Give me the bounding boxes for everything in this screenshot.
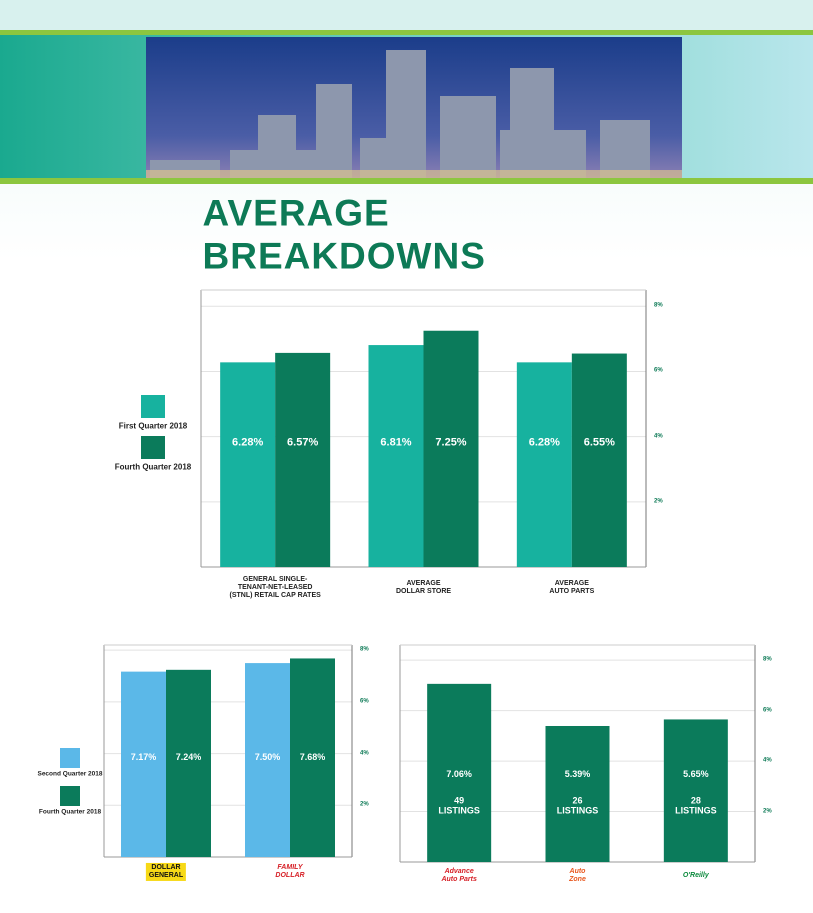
value-label: 7.17% — [130, 751, 157, 762]
value-label: 5.65% — [683, 768, 709, 779]
category-logo: DOLLAR GENERAL — [145, 862, 187, 882]
y-tick-label: 2% — [654, 498, 663, 505]
value-label: 5.39% — [564, 768, 591, 779]
bar — [545, 725, 610, 862]
bar — [423, 330, 479, 567]
value-label: 6.81% — [380, 436, 412, 449]
legend-label: Fourth Quarter 2018 — [114, 462, 192, 472]
legend-label: Second Quarter 2018 — [37, 770, 103, 778]
legend-label: First Quarter 2018 — [118, 421, 188, 431]
legend-swatch — [60, 786, 80, 806]
header-banner — [0, 0, 813, 184]
x-tick-label: GENERAL SINGLE- TENANT-NET-LEASED (STNL)… — [229, 575, 321, 600]
bar — [663, 719, 728, 862]
y-tick-label: 2% — [360, 801, 369, 808]
value-label: 6.28% — [528, 436, 560, 449]
bar — [290, 658, 335, 857]
y-tick-label: 4% — [654, 433, 663, 440]
legend-label: Fourth Quarter 2018 — [38, 808, 102, 816]
y-tick-label: 8% — [654, 302, 663, 309]
x-tick-label: AVERAGE DOLLAR STORE — [395, 579, 452, 595]
value-label: 7.50% — [254, 751, 281, 762]
y-tick-label: 4% — [360, 750, 369, 757]
bar — [245, 663, 290, 857]
bar — [166, 669, 211, 857]
bar — [516, 362, 572, 567]
value-label: 6.55% — [583, 436, 615, 449]
bar-annotation: 28 LISTINGS — [675, 795, 717, 816]
y-tick-label: 8% — [763, 656, 772, 663]
bar — [220, 362, 276, 567]
bar — [121, 671, 166, 857]
category-logo: Auto Zone — [569, 867, 586, 883]
legend-swatch — [141, 436, 165, 459]
y-tick-label: 8% — [360, 646, 369, 653]
x-tick-label: AVERAGE AUTO PARTS — [549, 579, 595, 595]
category-logo: FAMILY DOLLAR — [275, 863, 305, 879]
bar — [275, 352, 331, 567]
value-label: 7.68% — [299, 751, 326, 762]
category-logo: Advance Auto Parts — [441, 867, 477, 883]
y-tick-label: 6% — [360, 698, 369, 705]
value-label: 6.28% — [232, 436, 264, 449]
y-tick-label: 6% — [654, 368, 663, 375]
value-label: 7.25% — [435, 436, 467, 449]
value-label: 7.24% — [175, 751, 202, 762]
page-title: AVERAGE BREAKDOWNS — [202, 192, 486, 276]
bar-annotation: 26 LISTINGS — [556, 795, 599, 816]
value-label: 7.06% — [446, 768, 472, 779]
value-label: 6.57% — [287, 436, 319, 449]
y-tick-label: 6% — [763, 707, 772, 714]
legend-swatch — [141, 395, 165, 418]
bar — [427, 683, 492, 862]
category-logo: O'Reilly — [682, 871, 709, 879]
bar — [368, 345, 424, 567]
legend-swatch — [60, 748, 80, 768]
bar-annotation: 49 LISTINGS — [438, 795, 480, 816]
y-tick-label: 2% — [763, 808, 772, 815]
y-tick-label: 4% — [763, 757, 772, 764]
bar — [571, 353, 627, 567]
